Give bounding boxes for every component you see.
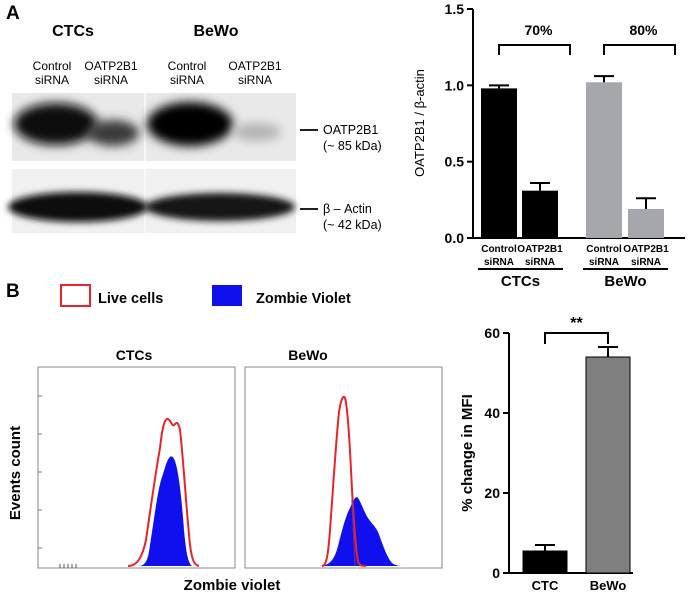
chart-a-category-line2: siRNA — [631, 257, 661, 268]
legend-zombie-label: Zombie Violet — [256, 291, 351, 307]
chart-a-bracket — [498, 44, 571, 55]
chart-b-y-tick-label: 20 — [484, 485, 500, 501]
band-oatp2b1-size: (~ 85 kDa) — [323, 139, 382, 153]
blot-lane3-label-line1: Control — [168, 59, 207, 73]
chart-a-annotation: 80% — [629, 22, 658, 38]
chart-a-y-tick-label: 1.0 — [445, 77, 465, 93]
chart-a-category-line2: siRNA — [589, 257, 619, 268]
chart-a-group-label: CTCs — [501, 273, 540, 290]
chart-a-category-line1: Control — [481, 244, 517, 255]
chart-b-y-tick-label: 0 — [492, 565, 500, 581]
chart-a-category-line1: OATP2B1 — [517, 244, 563, 255]
chart-a-ylabel: OATP2B1 / β-actin — [412, 69, 427, 177]
flow-title-bewo: BeWo — [288, 347, 327, 363]
blot-lane4-label-line1: OATP2B1 — [228, 59, 281, 73]
chart-a-group-label: BeWo — [604, 273, 646, 290]
chart-a-bar — [586, 82, 622, 238]
flow-ctcs-zombie-area — [138, 456, 192, 566]
legend: Live cells Zombie Violet — [60, 284, 351, 307]
blot-actin-image — [8, 169, 296, 233]
chart-oatp2b1-ratio: 0.0 0.5 1.0 1.5 OATP2B1 / β-actin Control siRN… — [412, 1, 685, 290]
flow-ylabel: Events count — [7, 426, 24, 520]
chart-b-bar — [522, 550, 568, 574]
chart-b-ylabel: % change in MFI — [459, 394, 476, 512]
panel-label-a: A — [6, 3, 20, 24]
chart-a-y-tick-label: 1.5 — [445, 1, 465, 17]
panel-label-b: B — [6, 281, 20, 302]
blot-lane2-label-line1: OATP2B1 — [84, 59, 137, 73]
chart-a-y-tick-label: 0.0 — [445, 230, 465, 246]
blot-lane1-label-line1: Control — [33, 59, 72, 73]
chart-a-bar — [628, 208, 664, 238]
flow-ctcs-live-line — [127, 417, 200, 567]
flow-title-ctcs: CTCs — [116, 347, 153, 363]
flow-bewo-live-line — [321, 395, 367, 567]
blot-group-ctcs: CTCs — [52, 23, 94, 40]
chart-b-significance: ** — [570, 315, 583, 332]
blot-lane2-label-line2: siRNA — [94, 73, 128, 87]
band-oatp2b1-name: OATP2B1 — [323, 123, 378, 137]
chart-a-category-line1: OATP2B1 — [623, 244, 669, 255]
legend-live-swatch — [60, 284, 91, 307]
flow-histogram-bewo — [244, 366, 443, 569]
band-actin-name: β – Actin — [323, 202, 372, 216]
chart-a-bar — [481, 88, 517, 239]
flow-histogram-ctcs — [37, 366, 236, 569]
flow-xlabel: Zombie violet — [184, 577, 281, 594]
chart-b-bar — [585, 356, 631, 574]
chart-b-bracket — [544, 332, 609, 344]
chart-b-category-label: CTC — [532, 578, 559, 593]
chart-a-y-tick-label: 0.5 — [445, 154, 465, 170]
blot-oatp2b1-image — [12, 93, 296, 161]
legend-zombie-swatch — [212, 285, 242, 306]
legend-live-label: Live cells — [98, 291, 163, 307]
blot-lane3-label-line2: siRNA — [170, 73, 204, 87]
chart-a-category-line1: Control — [586, 244, 622, 255]
flow-bewo-zombie-area — [318, 497, 405, 566]
chart-b-category-label: BeWo — [590, 578, 627, 593]
chart-mfi-change: 0 20 40 60 % change in MFI CTC BeWo ** — [459, 315, 633, 593]
chart-b-y-tick-label: 60 — [484, 325, 500, 341]
chart-b-y-tick-label: 40 — [484, 405, 500, 421]
blot-group-bewo: BeWo — [193, 23, 238, 40]
chart-a-bar — [522, 190, 558, 238]
chart-a-category-line2: siRNA — [484, 257, 514, 268]
blot-lane4-label-line2: siRNA — [238, 73, 272, 87]
chart-a-bracket — [603, 44, 676, 55]
chart-a-category-line2: siRNA — [525, 257, 555, 268]
band-actin-size: (~ 42 kDa) — [323, 218, 382, 232]
chart-a-annotation: 70% — [524, 22, 553, 38]
blot-lane1-label-line2: siRNA — [35, 73, 69, 87]
